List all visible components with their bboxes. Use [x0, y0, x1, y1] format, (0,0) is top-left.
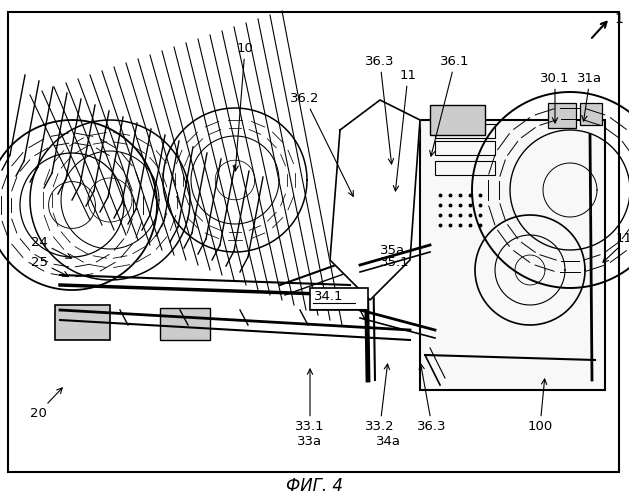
Text: 30.1: 30.1	[540, 72, 570, 123]
Text: 36.3: 36.3	[365, 55, 395, 164]
Bar	[55, 305, 110, 340]
Text: 33.1: 33.1	[295, 369, 325, 433]
Bar	[435, 161, 495, 175]
Text: 36.2: 36.2	[290, 92, 353, 196]
Text: 1: 1	[614, 12, 623, 26]
Text: ФИГ. 4: ФИГ. 4	[286, 477, 343, 495]
Bar	[430, 105, 485, 135]
Bar	[548, 103, 576, 128]
Text: 110: 110	[603, 232, 629, 262]
Bar	[435, 141, 495, 155]
Bar	[435, 124, 495, 138]
Text: 24: 24	[31, 236, 72, 258]
Text: 33a: 33a	[298, 435, 323, 448]
Text: 31a: 31a	[577, 72, 603, 121]
Text: 36.1: 36.1	[430, 55, 470, 156]
Text: 35a: 35a	[380, 244, 405, 256]
Bar	[160, 308, 210, 340]
Text: 25: 25	[31, 256, 69, 276]
Text: 36.3: 36.3	[417, 364, 447, 433]
Text: 10: 10	[233, 42, 253, 171]
Text: 35.1: 35.1	[380, 256, 409, 268]
FancyBboxPatch shape	[420, 120, 605, 390]
Bar	[580, 103, 602, 125]
Text: 34a: 34a	[376, 435, 401, 448]
Text: 20: 20	[30, 388, 62, 420]
Text: 33.2: 33.2	[365, 364, 395, 433]
Polygon shape	[330, 100, 420, 300]
Text: 100: 100	[527, 379, 553, 433]
Bar	[310, 288, 368, 310]
Text: 11: 11	[393, 69, 416, 191]
Text: 34.1: 34.1	[314, 290, 343, 302]
